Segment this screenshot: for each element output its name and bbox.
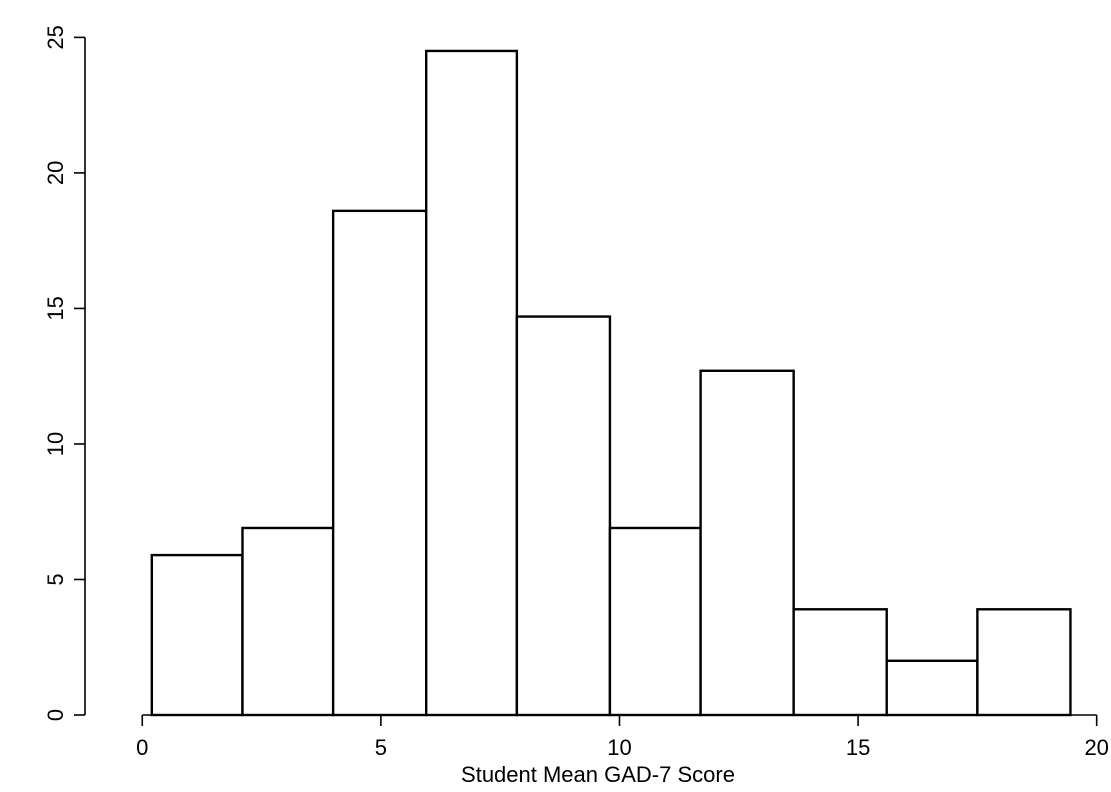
histogram-bar-3: [331, 209, 428, 717]
histogram-bar-1: [150, 553, 244, 717]
histogram-bar-10: [976, 608, 1072, 717]
histogram-bar-6: [608, 526, 702, 717]
y-tick-label-20: 20: [43, 161, 68, 185]
y-tick-label-25: 25: [43, 25, 68, 49]
x-tick-label-20: 20: [1084, 735, 1108, 760]
histogram-bar-5: [515, 315, 612, 717]
histogram-bar-9: [885, 659, 979, 717]
x-tick-label-10: 10: [607, 735, 631, 760]
x-tick-label-15: 15: [846, 735, 870, 760]
histogram-bars: [150, 49, 1072, 717]
y-tick-label-0: 0: [43, 709, 68, 721]
y-tick-label-15: 15: [43, 296, 68, 320]
y-tick-label-10: 10: [43, 432, 68, 456]
axes: 0 5 10 15 20 0 5 10 15 20 25: [43, 25, 1109, 760]
histogram-bar-7: [699, 369, 795, 717]
y-tick-label-5: 5: [43, 573, 68, 585]
histogram-bar-8: [792, 608, 888, 717]
x-tick-label-0: 0: [136, 735, 148, 760]
histogram-bar-4: [425, 49, 519, 717]
histogram-bar-2: [241, 526, 335, 717]
x-axis-title: Student Mean GAD-7 Score: [461, 762, 735, 787]
x-tick-label-5: 5: [375, 735, 387, 760]
